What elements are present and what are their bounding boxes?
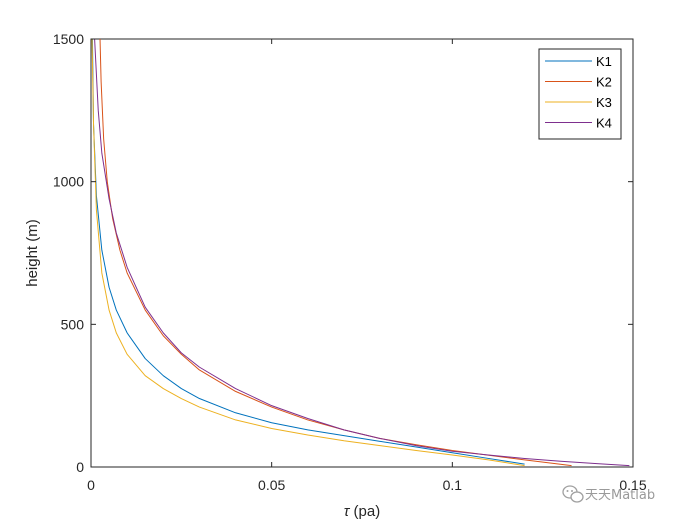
x-tick-label: 0.05 — [258, 477, 285, 493]
y-tick-label: 1500 — [53, 31, 84, 47]
x-axis-label: τ (pa) — [344, 503, 380, 520]
series-line-k1 — [91, 38, 525, 465]
y-tick-label: 1000 — [53, 174, 84, 190]
watermark-text: 天天Matlab — [585, 488, 655, 503]
x-tick-label: 0.15 — [619, 477, 646, 493]
legend-label-k4: K4 — [596, 116, 612, 131]
y-tick-label: 500 — [61, 316, 85, 332]
x-tick-label: 0 — [87, 477, 95, 493]
legend-label-k2: K2 — [596, 75, 612, 90]
y-axis-label: height (m) — [24, 219, 41, 287]
legend-label-k3: K3 — [596, 95, 612, 110]
series-line-k3 — [91, 38, 525, 467]
series-line-k4 — [94, 38, 630, 467]
y-tick-label: 0 — [76, 459, 84, 475]
x-axis-label-unit: (pa) — [349, 503, 380, 520]
series-layer — [91, 38, 630, 467]
legend: K1 K2 K3 K4 — [538, 48, 622, 140]
x-axis-label-symbol: τ — [344, 503, 351, 520]
watermark: 天天Matlab — [562, 485, 655, 503]
legend-box — [538, 48, 622, 140]
x-tick-label: 0.1 — [443, 477, 463, 493]
tick-layer: 0 0.05 0.1 0.15 0 500 1000 1500 — [53, 31, 647, 493]
series-line-k2 — [99, 38, 572, 467]
wechat-icon — [562, 485, 584, 503]
legend-label-k1: K1 — [596, 54, 612, 69]
